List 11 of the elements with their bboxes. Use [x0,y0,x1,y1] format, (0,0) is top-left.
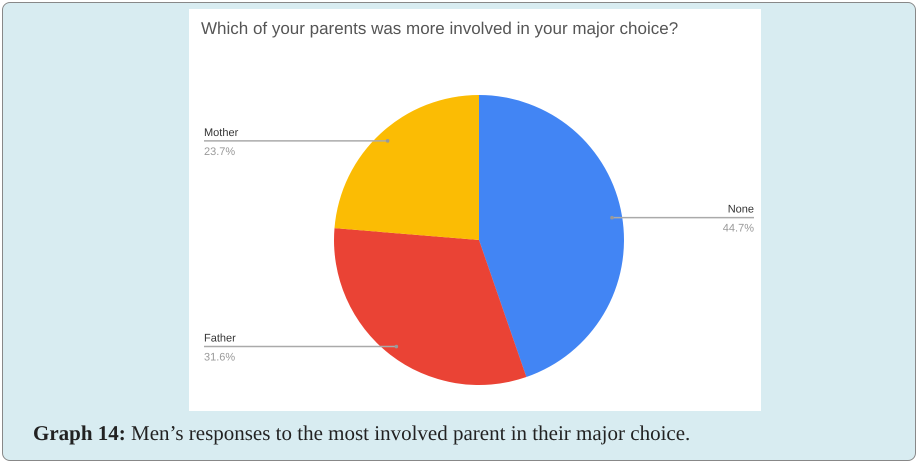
pie-slice [479,95,624,378]
data-label: 23.7% [204,146,236,158]
slice-label: Father [204,332,236,345]
caption: Graph 14: Men’s responses to the most involved parent in their major choice. [33,421,690,446]
data-label: 31.6% [204,352,236,364]
pie-slice [334,95,479,240]
slice-label: Mother [204,126,239,139]
data-label: 44.7% [722,222,754,235]
slice-label: None [728,204,754,216]
chart-title: Which of your parents was more involved in your major choice? [201,19,678,39]
pie-slice [334,228,526,385]
